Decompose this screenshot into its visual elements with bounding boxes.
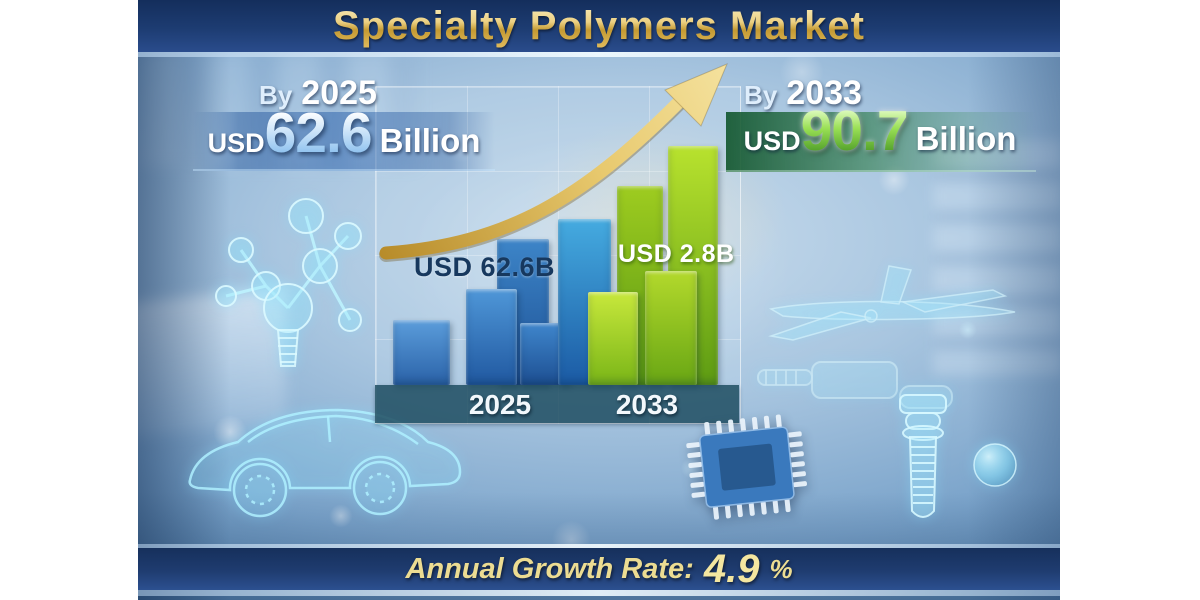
x-tick-2025: 2025: [468, 389, 532, 420]
by-label: By: [744, 80, 778, 110]
polymer-sphere-icon: [973, 443, 1017, 487]
drill-tool-icon: [757, 361, 953, 409]
value-2033: 90.7: [800, 99, 909, 163]
bar-blue-2: [466, 289, 517, 385]
year-2033: 2033: [786, 74, 862, 112]
year-2025: 2025: [301, 74, 377, 112]
currency-label: USD: [743, 126, 801, 156]
percent-sign: %: [769, 553, 793, 584]
footer-gloss-top: [138, 544, 1060, 548]
bar-blue-1: [393, 320, 450, 385]
bar-label-blue: USD 62.6B: [414, 252, 556, 282]
footer-gloss-bottom: [138, 590, 1060, 596]
growth-arrow-icon: [379, 63, 728, 262]
by-label: By: [259, 80, 293, 110]
airplane-icon: [768, 265, 1016, 341]
stat-2025-band: [193, 112, 495, 171]
bar-green-front-2: [645, 271, 697, 385]
growth-rate-label: Annual Growth Rate:: [405, 552, 694, 585]
stat-2025-value: USD 62.6 Billion: [193, 101, 495, 165]
x-axis-strip: [375, 385, 739, 423]
stat-2033-value: USD 90.7 Billion: [730, 99, 1030, 163]
microchip-icon: [686, 414, 807, 520]
currency-label: USD: [207, 128, 265, 158]
bar-green-front-1: [588, 292, 638, 385]
content-area: 2025 2033 USD 62.6B USD 2.8B Specialty P…: [138, 0, 1060, 600]
stat-2033-by: By 2033: [703, 74, 903, 113]
stat-2025-by: By 2025: [218, 74, 418, 113]
growth-rate-value: 4.9: [703, 547, 760, 591]
footer-banner: Annual Growth Rate: 4.9 %: [138, 548, 1060, 590]
unit-label: Billion: [379, 122, 481, 159]
car-wireframe-icon: [188, 408, 462, 518]
title-banner: Specialty Polymers Market: [138, 0, 1060, 52]
title-banner-gloss: [138, 52, 1060, 57]
x-tick-2033: 2033: [615, 389, 679, 420]
bar-label-green: USD 2.8B: [618, 240, 735, 268]
page-title: Specialty Polymers Market: [333, 3, 865, 48]
stat-2033-band: [726, 112, 1036, 172]
molecule-icon: [215, 198, 362, 367]
unit-label: Billion: [915, 120, 1017, 157]
bolt-screw-icon: [899, 394, 947, 518]
value-2025: 62.6: [264, 101, 373, 165]
